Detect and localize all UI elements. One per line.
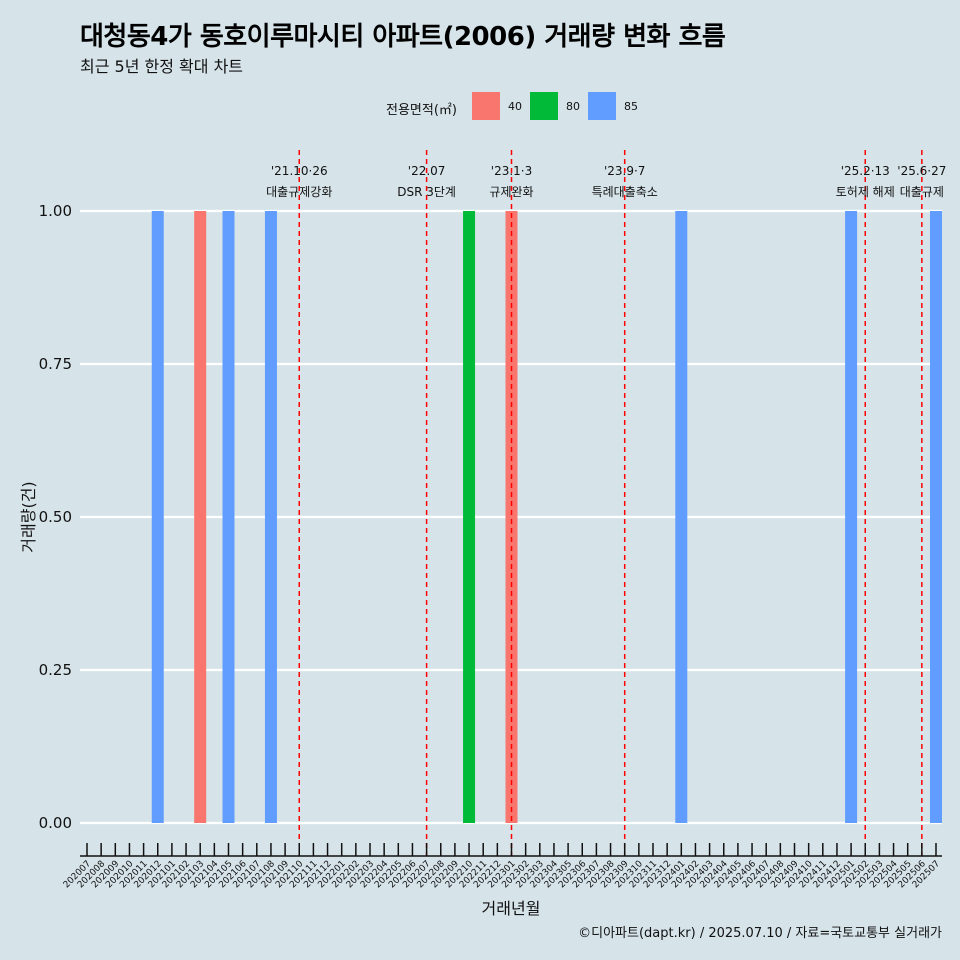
event-date-label: '25.6·27 [897, 164, 946, 178]
bar [930, 211, 942, 823]
source-caption: ©디아파트(dapt.kr) / 2025.07.10 / 자료=국토교통부 실… [578, 926, 942, 941]
bar [264, 211, 277, 823]
event-date-label: '25.2·13 [841, 164, 890, 178]
chart-subtitle: 최근 5년 한정 확대 차트 [80, 57, 244, 76]
event-name-label: 특례대출축소 [592, 185, 658, 199]
event-date-label: '23.1·3 [491, 164, 532, 178]
bar [194, 211, 207, 823]
event-name-label: 규제완화 [489, 185, 533, 199]
bar [222, 211, 235, 823]
y-tick-label: 0.75 [39, 355, 72, 373]
legend-label-40: 40 [508, 100, 522, 113]
event-date-label: '21.10·26 [271, 164, 328, 178]
legend-swatch-40 [472, 92, 500, 120]
bar [675, 211, 688, 823]
chart-title: 대청동4가 동호이루마시티 아파트(2006) 거래량 변화 흐름 [80, 22, 726, 52]
bar [505, 211, 518, 823]
event-name-label: 대출규제강화 [266, 185, 332, 199]
event-date-label: '22.07 [408, 164, 446, 178]
y-tick-label: 0.50 [39, 508, 72, 526]
y-axis-title: 거래량(건) [19, 481, 38, 552]
event-name-label: 대출규제 [900, 185, 944, 199]
bar [845, 211, 858, 823]
legend-swatch-80 [530, 92, 558, 120]
event-name-label: 토허제 해제 [836, 185, 895, 199]
y-tick-label: 0.00 [39, 814, 72, 832]
x-axis-title: 거래년월 [482, 899, 541, 918]
y-tick-label: 0.25 [39, 661, 72, 679]
legend-label-80: 80 [566, 100, 580, 113]
y-tick-label: 1.00 [39, 202, 72, 220]
bar [463, 211, 476, 823]
legend: 전용면적(㎡) 40 80 85 [0, 92, 960, 122]
bar [151, 211, 164, 823]
legend-label-85: 85 [624, 100, 638, 113]
legend-swatch-85 [588, 92, 616, 120]
event-name-label: DSR 3단계 [397, 185, 456, 199]
event-date-label: '23.9·7 [604, 164, 645, 178]
legend-title: 전용면적(㎡) [386, 103, 457, 118]
